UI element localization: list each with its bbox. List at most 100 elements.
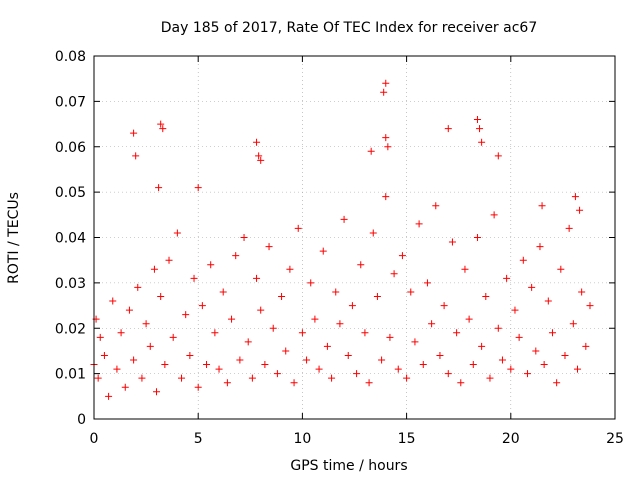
data-point — [540, 361, 548, 369]
data-point — [348, 302, 356, 310]
data-point — [182, 311, 190, 319]
data-point — [378, 356, 386, 364]
data-point — [528, 283, 536, 291]
data-point — [232, 252, 240, 260]
data-point — [253, 138, 261, 146]
data-point — [382, 134, 390, 142]
data-point — [503, 274, 511, 282]
data-point — [382, 193, 390, 201]
y-tick-label: 0.06 — [55, 140, 86, 156]
data-point — [478, 342, 486, 350]
data-point — [361, 329, 369, 337]
data-point — [436, 351, 444, 359]
data-point — [248, 374, 256, 382]
data-point — [398, 252, 406, 260]
data-point — [490, 211, 498, 219]
data-point — [569, 320, 577, 328]
data-point — [265, 243, 273, 251]
data-point — [557, 265, 565, 273]
data-point — [311, 315, 319, 323]
data-point — [507, 365, 515, 373]
data-point — [573, 365, 581, 373]
data-point — [538, 202, 546, 210]
data-point — [382, 79, 390, 87]
data-point — [415, 220, 423, 228]
data-point — [315, 365, 323, 373]
data-point — [423, 279, 431, 287]
data-point — [411, 338, 419, 346]
data-point — [269, 324, 277, 332]
x-tick-label: 15 — [398, 431, 416, 447]
data-point — [219, 288, 227, 296]
data-point — [576, 206, 584, 214]
data-point — [394, 365, 402, 373]
data-point — [223, 379, 231, 387]
data-point — [532, 347, 540, 355]
data-point — [132, 152, 140, 160]
data-point — [553, 379, 561, 387]
data-point — [257, 156, 265, 164]
x-axis: 0 5 10 15 20 25 — [90, 56, 624, 447]
data-point — [138, 374, 146, 382]
data-point — [367, 147, 375, 155]
data-point — [150, 265, 158, 273]
data-point — [142, 320, 150, 328]
data-point — [536, 243, 544, 251]
data-point — [157, 292, 165, 300]
data-points — [90, 79, 594, 400]
x-tick-label: 0 — [90, 431, 99, 447]
x-tick-label: 5 — [194, 431, 203, 447]
data-point — [178, 374, 186, 382]
y-tick-label: 0.01 — [55, 367, 86, 383]
data-point — [134, 283, 142, 291]
data-point — [365, 379, 373, 387]
data-point — [386, 333, 394, 341]
data-point — [253, 274, 261, 282]
data-point — [498, 356, 506, 364]
data-point — [109, 297, 117, 305]
data-point — [444, 125, 452, 133]
data-point — [125, 306, 133, 314]
data-point — [428, 320, 436, 328]
data-point — [419, 361, 427, 369]
data-point — [523, 370, 531, 378]
data-point — [548, 329, 556, 337]
data-point — [153, 388, 161, 396]
data-point — [353, 370, 361, 378]
data-point — [323, 342, 331, 350]
y-tick-label: 0.05 — [55, 185, 86, 201]
data-point — [407, 288, 415, 296]
y-tick-label: 0.07 — [55, 94, 86, 110]
data-point — [511, 306, 519, 314]
data-point — [544, 297, 552, 305]
data-point — [194, 383, 202, 391]
data-point — [444, 370, 452, 378]
data-point — [432, 202, 440, 210]
data-point — [307, 279, 315, 287]
data-point — [482, 292, 490, 300]
chart-title: Day 185 of 2017, Rate Of TEC Index for r… — [161, 20, 537, 36]
data-point — [186, 351, 194, 359]
data-point — [236, 356, 244, 364]
data-point — [453, 329, 461, 337]
data-point — [257, 306, 265, 314]
data-point — [298, 329, 306, 337]
y-tick-label: 0.04 — [55, 231, 86, 247]
data-point — [278, 292, 286, 300]
data-point — [203, 361, 211, 369]
data-point — [357, 261, 365, 269]
data-point — [561, 351, 569, 359]
data-point — [519, 256, 527, 264]
data-point — [130, 129, 138, 137]
x-tick-label: 10 — [293, 431, 311, 447]
data-point — [211, 329, 219, 337]
data-point — [448, 238, 456, 246]
data-point — [157, 120, 165, 128]
x-tick-label: 25 — [606, 431, 624, 447]
data-point — [465, 315, 473, 323]
data-point — [255, 152, 263, 160]
y-axis: 0 0.01 0.02 0.03 0.04 0.05 0.06 0.07 0.08 — [55, 49, 615, 428]
y-tick-label: 0.03 — [55, 276, 86, 292]
